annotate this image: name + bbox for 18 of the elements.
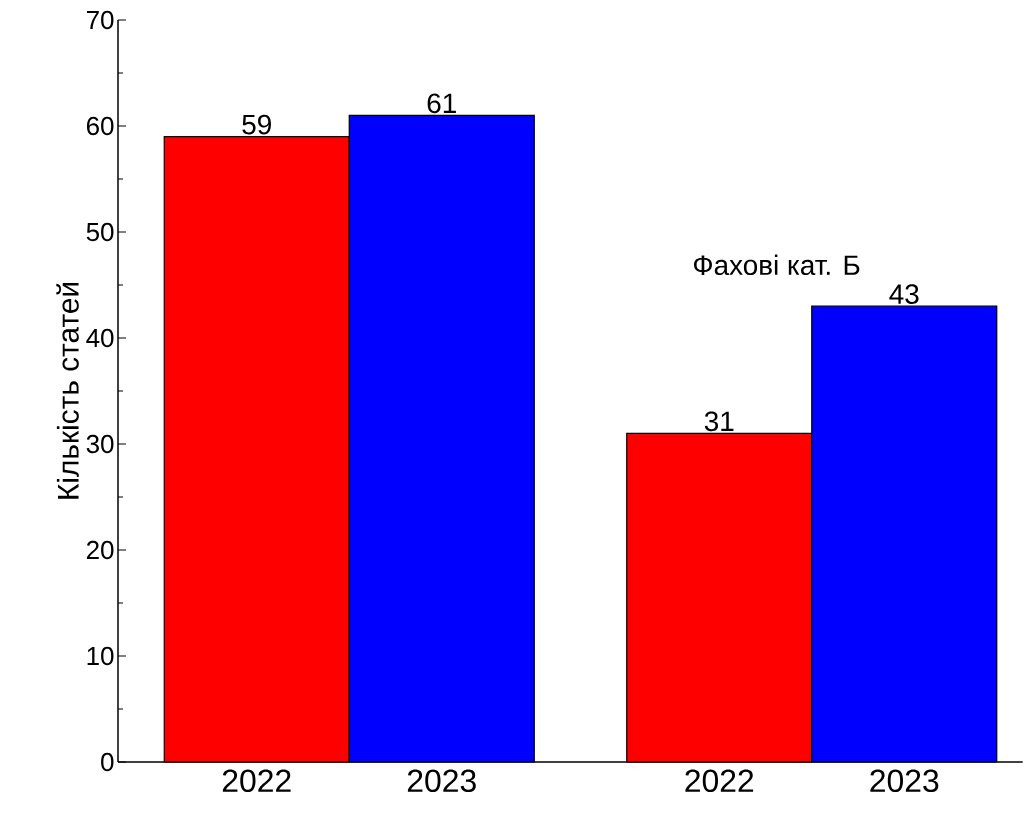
y-axis-title: Кількість статей xyxy=(56,282,79,499)
data-label: 59 xyxy=(242,114,271,135)
x-tick-label: 2023 xyxy=(870,769,939,793)
x-tick-label: 2022 xyxy=(685,769,754,793)
y-tick-label: 40 xyxy=(86,328,114,348)
y-tick-label: 60 xyxy=(86,116,114,136)
data-label: 61 xyxy=(427,93,456,114)
data-label: 31 xyxy=(704,411,734,432)
y-tick-label: 0 xyxy=(101,752,114,772)
y-tick-label: 30 xyxy=(86,434,114,454)
y-tick-label: 50 xyxy=(86,222,114,242)
data-label: 43 xyxy=(889,284,919,304)
annotation: Фахові кат. Б xyxy=(693,254,860,276)
x-tick-label: 2023 xyxy=(407,769,476,793)
y-tick-label: 20 xyxy=(86,540,114,560)
y-tick-label: 70 xyxy=(87,10,114,30)
x-tick-label: 2022 xyxy=(222,769,291,793)
y-tick-label: 10 xyxy=(87,646,114,666)
